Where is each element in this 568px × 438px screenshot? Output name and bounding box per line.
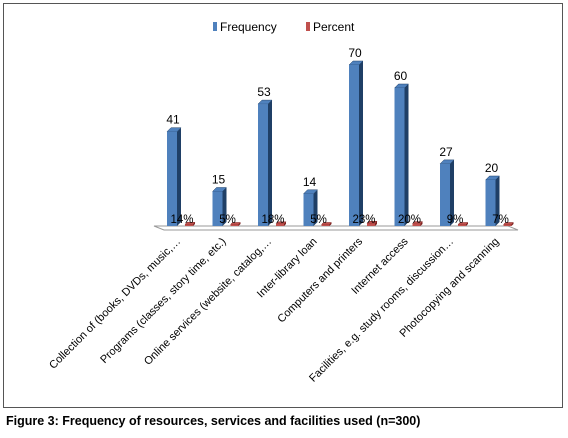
legend-swatch-frequency (213, 22, 217, 31)
frequency-bar (302, 189, 319, 226)
percent-bar-side (511, 222, 514, 226)
percent-bar-side (284, 221, 286, 226)
frequency-data-label: 53 (257, 85, 271, 99)
category-tick-label: Photocopying and scanning (398, 236, 502, 340)
percent-data-label: 5% (219, 214, 236, 226)
percent-bar (229, 222, 242, 226)
frequency-bar-face (258, 104, 268, 226)
percent-bar-side (375, 221, 377, 226)
frequency-bar-side (359, 61, 363, 226)
legend-swatch-percent (306, 22, 310, 31)
percent-bar (411, 221, 424, 226)
percent-bar (320, 222, 333, 226)
figure-caption: Figure 3: Frequency of resources, servic… (6, 414, 421, 428)
percent-data-label: 9% (447, 214, 464, 226)
percent-bar-side (193, 222, 195, 226)
legend: Frequency Percent (213, 20, 355, 34)
frequency-bar-face (394, 88, 405, 226)
percent-data-label: 20% (398, 214, 421, 226)
percent-bar-side (420, 221, 423, 226)
frequency-bar-side (313, 189, 318, 226)
frequency-data-label: 20 (485, 161, 499, 175)
frequency-bar-side (404, 84, 409, 226)
percent-bar-face (321, 224, 330, 226)
legend-label-frequency: Frequency (220, 20, 277, 34)
frequency-data-label: 27 (439, 145, 453, 159)
frequency-data-label: 14 (303, 175, 317, 189)
percent-bar-face (412, 223, 421, 226)
frequency-data-label: 41 (166, 113, 180, 127)
category-tick-label: Computers and printers (275, 235, 365, 325)
percent-bar-side (329, 222, 332, 226)
percent-bar-face (367, 223, 375, 226)
legend-label-percent: Percent (313, 20, 355, 34)
percent-data-label: 5% (310, 214, 327, 226)
percent-bar (457, 222, 469, 226)
percent-bar-face (458, 224, 466, 226)
frequency-data-label: 70 (348, 46, 362, 60)
percent-bar (366, 220, 378, 226)
percent-data-label: 7% (492, 214, 509, 226)
frequency-bar-face (349, 65, 359, 226)
frequency-bar-side (177, 127, 181, 226)
percent-data-label: 23% (352, 214, 375, 226)
frequency-bar-face (440, 163, 450, 226)
frequency-data-label: 60 (394, 69, 408, 83)
percent-bar-side (238, 222, 241, 226)
frequency-bar (257, 99, 273, 226)
percent-bar-side (466, 222, 468, 226)
percent-bar-face (503, 224, 512, 226)
frequency-bar-side (268, 100, 272, 226)
frequency-bar (348, 60, 364, 226)
percent-bar-face (276, 223, 284, 226)
frequency-bar (211, 187, 228, 226)
frequency-bar-side (450, 159, 454, 226)
percent-bar-face (230, 224, 239, 226)
percent-data-label: 18% (261, 214, 284, 226)
frequency-bar-face (485, 180, 496, 226)
frequency-bar-side (222, 187, 227, 226)
frequency-data-label: 15 (212, 173, 226, 187)
chart-frame: Frequency Percent 41 14% Collection of (book… (3, 3, 563, 408)
percent-bar-face (185, 224, 193, 226)
frequency-bar (484, 175, 501, 226)
frequency-bar (393, 83, 410, 226)
percent-bar (502, 222, 515, 226)
frequency-bar-face (167, 131, 177, 226)
chart-floor (153, 225, 519, 231)
frequency-bar (439, 159, 455, 226)
frequency-bar (166, 127, 182, 226)
percent-bar (275, 221, 287, 226)
percent-data-label: 14% (170, 214, 193, 226)
percent-bar (184, 222, 196, 226)
frequency-bar-side (495, 176, 500, 226)
frequency-bar-face (303, 193, 314, 226)
frequency-bar-face (212, 191, 223, 226)
